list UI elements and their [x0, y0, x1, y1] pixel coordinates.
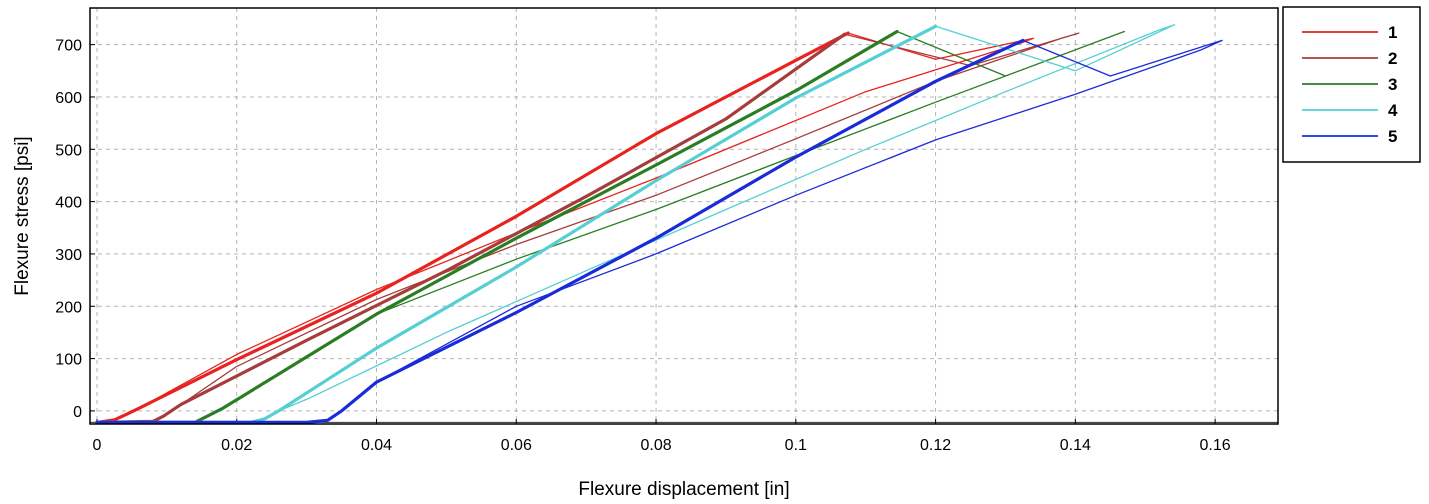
plot-area — [90, 8, 1278, 424]
x-tick-label: 0 — [93, 437, 102, 454]
series-2-loading-line — [95, 32, 847, 424]
legend-label-3: 3 — [1388, 75, 1397, 94]
x-tick-label: 0.1 — [785, 437, 807, 454]
x-tick-label: 0.08 — [640, 437, 671, 454]
legend-label-5: 5 — [1388, 127, 1397, 146]
series-3-unloading-line — [222, 30, 1125, 409]
legend: 1 2 3 4 5 — [1282, 6, 1421, 163]
y-tick-label: 0 — [73, 404, 82, 421]
series-3-loading-line — [95, 29, 899, 424]
series-group — [95, 24, 1223, 424]
series-2-unloading-line — [180, 32, 1080, 406]
x-axis-ticks: 0 0.02 0.04 0.06 0.08 0.1 0.12 0.14 0.16 — [93, 419, 1231, 454]
y-tick-label: 200 — [55, 299, 82, 316]
y-tick-label: 100 — [55, 352, 82, 369]
x-tick-label: 0.06 — [501, 437, 532, 454]
y-tick-label: 700 — [55, 38, 82, 55]
series-5-unloading-line — [376, 39, 1223, 383]
plot-frame — [89, 7, 1279, 425]
x-tick-label: 0.04 — [361, 437, 392, 454]
series-4-unloading-line — [278, 24, 1176, 412]
legend-label-1: 1 — [1388, 23, 1397, 42]
series-5-loading-line — [95, 38, 1025, 424]
x-tick-label: 0.14 — [1060, 437, 1091, 454]
y-axis-ticks: 0 100 200 300 400 500 600 700 — [55, 38, 95, 421]
y-tick-label: 400 — [55, 195, 82, 212]
x-tick-label: 0.02 — [221, 437, 252, 454]
y-axis-label: Flexure stress [psi] — [12, 136, 33, 295]
y-tick-label: 300 — [55, 247, 82, 264]
x-tick-label: 0.12 — [920, 437, 951, 454]
x-tick-label: 0.16 — [1200, 437, 1231, 454]
series-1-loading-line — [95, 31, 850, 424]
x-axis-label: Flexure displacement [in] — [578, 479, 789, 500]
legend-items: 1 2 3 4 5 — [1302, 23, 1398, 146]
series-1-unloading-line — [138, 32, 1035, 409]
y-tick-label: 500 — [55, 142, 82, 159]
legend-label-2: 2 — [1388, 49, 1397, 68]
y-tick-label: 600 — [55, 90, 82, 107]
legend-label-4: 4 — [1388, 101, 1398, 120]
